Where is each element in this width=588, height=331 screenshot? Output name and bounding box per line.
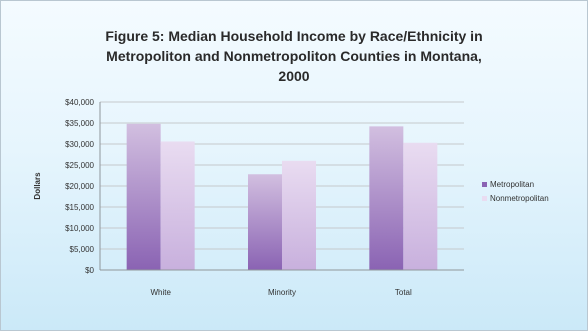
y-tick-label: $30,000 <box>65 140 94 149</box>
y-tick-label: $40,000 <box>65 98 94 107</box>
chart-title-line-2: Metropoliton and Nonmetropoliton Countie… <box>106 48 482 64</box>
bar-nonmetropolitan-minority <box>282 160 316 270</box>
x-tick-label: White <box>150 288 171 297</box>
y-tick-label: $20,000 <box>65 182 94 191</box>
y-tick-label: $5,000 <box>70 245 95 254</box>
legend: Metropolitan Nonmetropolitan <box>482 180 549 203</box>
axes: $0 $5,000 $10,000 $15,000 $20,000 $25,000 $30,… <box>33 98 464 297</box>
legend-label-metropolitan: Metropolitan <box>490 180 534 189</box>
bar-metropolitan-minority <box>248 174 282 270</box>
y-tick-label: $0 <box>85 266 94 275</box>
x-tick-label: Total <box>395 288 412 297</box>
y-tick-label: $25,000 <box>65 161 94 170</box>
x-tick-label: Minority <box>268 288 296 297</box>
bar-metropolitan-white <box>126 123 161 270</box>
y-tick-label: $10,000 <box>65 224 94 233</box>
bar-nonmetropolitan-white <box>160 141 195 270</box>
y-axis-title: Dollars <box>33 172 42 200</box>
chart-title-line-1: Figure 5: Median Household Income by Rac… <box>105 28 483 44</box>
legend-swatch-metropolitan <box>482 182 487 187</box>
chart-title-line-3: 2000 <box>278 68 310 84</box>
legend-label-nonmetropolitan: Nonmetropolitan <box>490 194 549 203</box>
legend-swatch-nonmetropolitan <box>482 196 487 201</box>
y-tick-label: $15,000 <box>65 203 94 212</box>
bar-nonmetropolitan-total <box>403 142 438 270</box>
y-tick-label: $35,000 <box>65 119 94 128</box>
bar-metropolitan-total <box>369 126 404 270</box>
bars <box>126 123 438 270</box>
chart-title: Figure 5: Median Household Income by Rac… <box>40 26 548 86</box>
